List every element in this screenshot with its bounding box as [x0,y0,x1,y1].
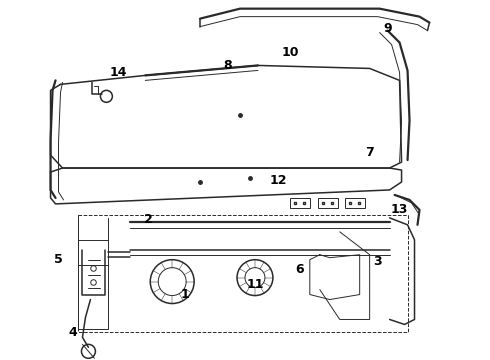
Text: 12: 12 [269,174,287,186]
Text: 8: 8 [224,59,232,72]
Text: 10: 10 [281,46,298,59]
Text: 13: 13 [391,203,408,216]
Text: 6: 6 [295,263,304,276]
Text: 7: 7 [365,145,374,159]
Bar [78,215,408,332]
Text: 2: 2 [144,213,153,226]
Text: 14: 14 [110,66,127,79]
Text: 5: 5 [54,253,63,266]
Text: 3: 3 [373,255,382,268]
Text: 4: 4 [68,326,77,339]
Text: 11: 11 [246,278,264,291]
Text: 1: 1 [181,288,190,301]
Text: 9: 9 [383,22,392,35]
